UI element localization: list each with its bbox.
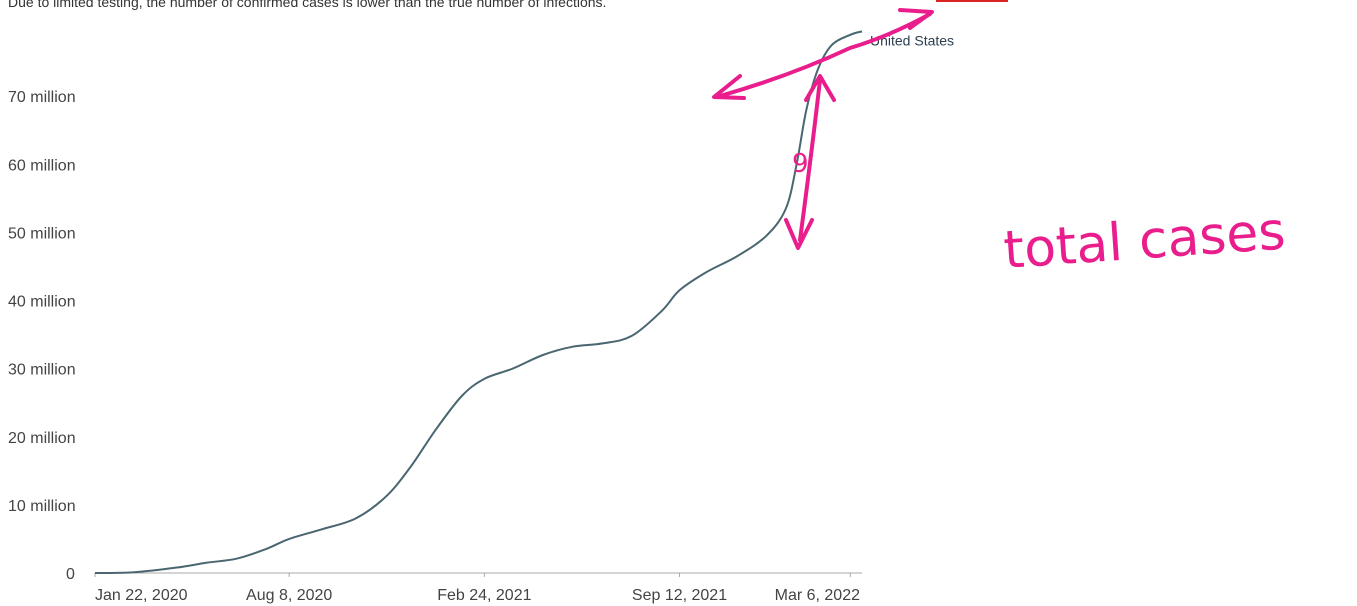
chart-subtitle: Due to limited testing, the number of co… <box>8 0 607 10</box>
annotation-down-arrowhead <box>784 218 814 250</box>
annotation-up-arrowhead <box>804 74 836 102</box>
x-tick-label: Aug 8, 2020 <box>246 587 332 604</box>
series-line-united-states <box>94 30 863 574</box>
y-tick-label: 60 million <box>8 157 76 174</box>
annotation-left-arrowhead <box>712 74 746 100</box>
y-tick-label: 0 <box>66 566 75 583</box>
y-axis: 0 10 million 20 million 30 million 40 millio… <box>8 89 76 583</box>
annotation-vertical-arrow <box>798 78 822 242</box>
x-axis: Jan 22, 2020 Aug 8, 2020 Feb 24, 2021 Sep 1… <box>94 572 862 604</box>
x-tick-label: Mar 6, 2022 <box>775 587 860 604</box>
x-tick-label: Jan 22, 2020 <box>95 587 188 604</box>
y-tick-label: 30 million <box>8 362 76 379</box>
y-tick-label: 20 million <box>8 430 76 447</box>
y-tick-label: 40 million <box>8 294 76 311</box>
annotation-digit: 9 <box>792 149 809 179</box>
red-marker-box <box>936 0 1008 2</box>
x-tick-label: Sep 12, 2021 <box>632 587 727 604</box>
annotation-handwritten-label: total cases <box>1002 201 1288 281</box>
y-tick-label: 70 million <box>8 89 76 106</box>
series-group: United States <box>94 30 954 574</box>
series-label-united-states: United States <box>870 32 954 48</box>
x-tick-label: Feb 24, 2021 <box>437 587 531 604</box>
y-tick-label: 50 million <box>8 225 76 242</box>
annotation-horizontal-arrow <box>718 12 932 98</box>
y-tick-label: 10 million <box>8 498 76 515</box>
annotation-right-arrowhead <box>898 8 934 30</box>
